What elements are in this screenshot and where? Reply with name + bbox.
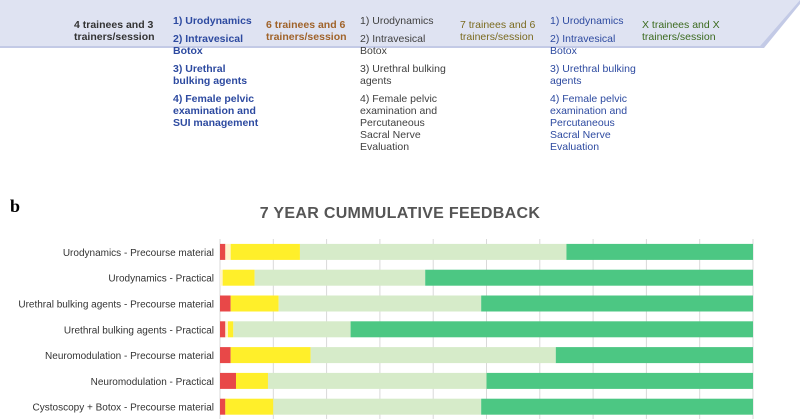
bar-segment [220,295,231,312]
panel-label: b [10,196,21,216]
chart-title: 7 YEAR CUMMULATIVE FEEDBACK [259,205,541,222]
bar-segment [225,398,274,415]
category-label: Urethral bulking agents - Practical [64,325,214,336]
stage2-module: 2) Intravesical Botox [360,33,426,57]
bar-segment [481,398,753,415]
bar-segment [555,347,753,364]
training-structure-panel: 4 trainees and 3 trainers/session 1) Uro… [0,0,800,180]
stage3-module: 2) Intravesical Botox [550,33,616,57]
bar-segment [254,269,426,286]
bar-segment [220,372,236,389]
stage1-module: 2) Intravesical Botox [173,33,244,57]
bar-segment [350,321,753,338]
category-label: Urodynamics - Practical [108,274,214,285]
bar-segment [220,321,226,338]
stage2-module: 3) Urethral bulking agents [360,63,446,87]
bar-segment [278,295,482,312]
bar-segment [230,347,311,364]
stage2-module-list: 1) Urodynamics 2) Intravesical Botox 3) … [360,15,455,159]
stage3-module: 4) Female pelvic examination and Percuta… [550,93,628,153]
bar-segment [220,243,226,260]
stage2-module: 1) Urodynamics [360,15,434,27]
category-label: Neuromodulation - Practical [91,377,214,388]
bar-segment [233,321,351,338]
stage2-trainee-count: 6 trainees and 6 trainers/session [266,19,347,43]
category-label: Cystoscopy + Botox - Precourse material [33,403,214,414]
category-label: Urethral bulking agents - Precourse mate… [18,300,214,311]
stage1-trainee-count: 4 trainees and 3 trainers/session [74,19,155,43]
stage1-module: 4) Female pelvic examination and SUI man… [173,93,259,129]
stage3-module: 1) Urodynamics [550,15,624,27]
feedback-stacked-bar-chart: Urodynamics - Precourse material Urodynam… [18,239,754,419]
bar-segment [310,347,556,364]
category-label: Urodynamics - Precourse material [63,248,214,259]
stage1-module: 3) Urethral bulking agents [173,63,248,87]
stage3-module-list: 1) Urodynamics 2) Intravesical Botox 3) … [550,15,640,159]
bar-segment [230,295,279,312]
bar-segment [425,269,753,286]
bar-segment [267,372,487,389]
bar-segment [222,269,255,286]
category-label: Neuromodulation - Precourse material [45,351,214,362]
bar-segment [299,243,567,260]
bar-segment [230,243,300,260]
stage3-module: 3) Urethral bulking agents [550,63,636,87]
bar-segment [225,243,231,260]
bar-segment [220,398,226,415]
bar-segment [566,243,753,260]
stage1-module-list: 1) Urodynamics 2) Intravesical Botox 3) … [173,15,263,135]
stage4-trainee-count: X trainees and X trainers/session [642,19,720,43]
progression-arrow-banner [0,0,800,48]
stage1-module: 1) Urodynamics [173,15,252,27]
bar-segment [481,295,753,312]
bar-segment [486,372,753,389]
bar-segment [220,347,231,364]
bar-segment [220,269,223,286]
stage3-trainee-count: 7 trainees and 6 trainers/session [460,19,536,43]
bar-segment [273,398,482,415]
bar-segment [227,321,234,338]
stage2-module: 4) Female pelvic examination and Percuta… [360,93,438,153]
bar-segment [225,321,228,338]
bar-segment [235,372,268,389]
